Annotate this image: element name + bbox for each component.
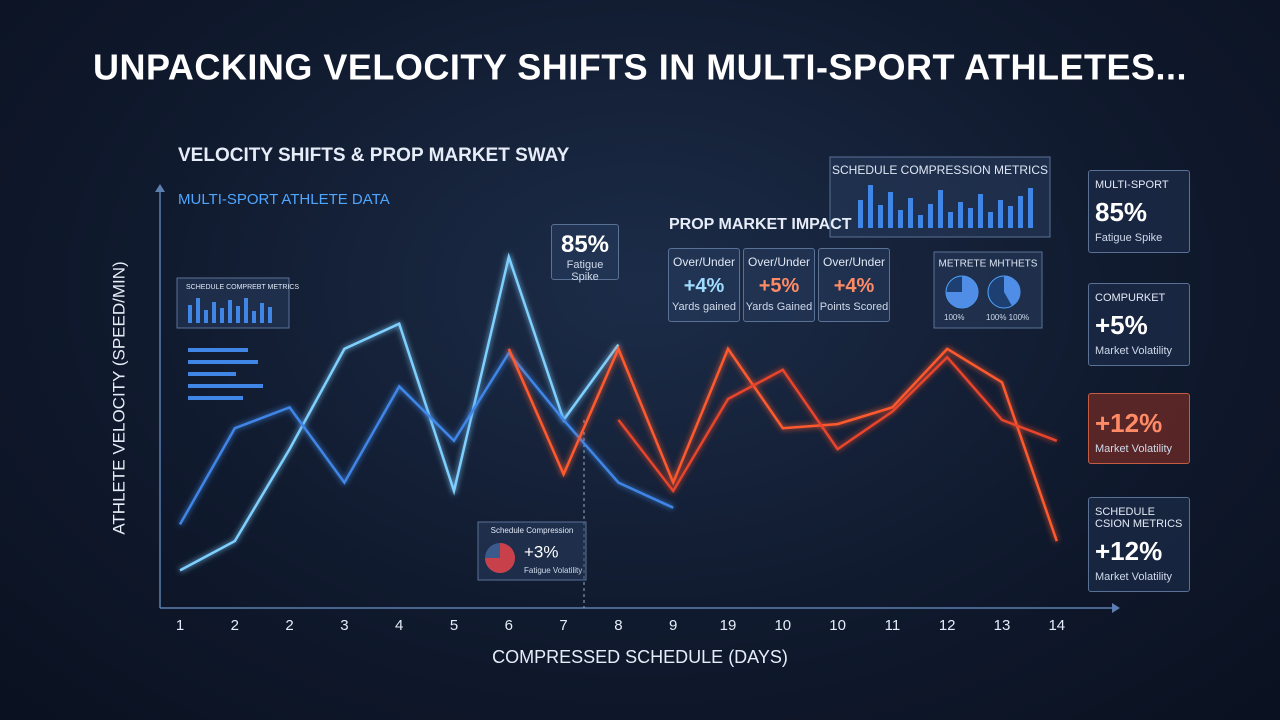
prop-card-label: Yards Gained <box>745 301 813 313</box>
side-card-value: +5% <box>1095 310 1148 340</box>
x-tick-label: 10 <box>829 617 846 634</box>
x-tick-label: 19 <box>720 617 737 634</box>
y-axis-arrow <box>155 184 165 192</box>
chart-title: VELOCITY SHIFTS & PROP MARKET SWAY <box>178 145 570 166</box>
compression-label: Fatigue Volatility <box>524 566 582 575</box>
x-axis-label: COMPRESSED SCHEDULE (DAYS) <box>492 647 788 667</box>
x-tick-label: 13 <box>994 617 1011 634</box>
side-card: MULTI-SPORT 85% Fatigue Spike <box>1088 170 1190 253</box>
prop-card-value: +4% <box>683 275 725 297</box>
left-metrics-box <box>176 277 290 329</box>
side-card-value: +12% <box>1095 536 1163 566</box>
x-axis-arrow <box>1112 603 1120 613</box>
compression-metrics-title: SCHEDULE COMPRESSION METRICS <box>832 163 1048 177</box>
x-tick-label: 1 <box>176 617 184 634</box>
pie-deco-slice <box>1004 275 1021 306</box>
pie-label: 100% <box>944 313 964 322</box>
x-tick-label: 14 <box>1048 617 1065 634</box>
prop-card-label: Points Scored <box>819 301 889 313</box>
y-axis-label: ATHLETE VELOCITY (SPEED/MIN) <box>109 261 128 534</box>
fatigue-card: 85% Fatigue Spike <box>551 224 619 283</box>
x-tick-label: 3 <box>340 617 348 634</box>
series-line <box>178 350 674 526</box>
prop-card-head: Over/Under <box>672 255 736 269</box>
x-tick-label: 8 <box>614 617 622 634</box>
page-title: UNPACKING VELOCITY SHIFTS IN MULTI-SPORT… <box>93 47 1187 88</box>
side-card-label: Market Volatility <box>1095 443 1173 455</box>
pie-metrics-title: METRETE MHTHETS <box>939 259 1038 270</box>
side-card: COMPURKET +5% Market Volatility <box>1088 283 1190 366</box>
x-tick-label: 4 <box>395 617 403 634</box>
fatigue-label: Fatigue Spike <box>566 259 604 283</box>
prop-card-head: Over/Under <box>822 255 886 269</box>
left-metrics-title: SCHEDULE COMPREBT METRICS <box>186 284 299 291</box>
series-line <box>617 355 1058 494</box>
side-card-value: 85% <box>1095 197 1148 227</box>
prop-card: Over/Under +4% Yards gained <box>668 248 740 322</box>
x-tick-label: 2 <box>231 617 239 634</box>
left-metrics-bars <box>188 298 272 323</box>
prop-card-head: Over/Under <box>747 255 811 269</box>
prop-card-value: +5% <box>758 275 800 297</box>
x-tick-label: 6 <box>505 617 513 634</box>
left-hbar-deco <box>188 348 263 400</box>
pie-deco-slice <box>485 543 515 573</box>
prop-card: Over/Under +4% Points Scored <box>818 248 890 322</box>
side-card: SCHEDULE CSION METRICS +12% Market Volatil… <box>1088 497 1190 592</box>
prop-market-title: PROP MARKET IMPACT <box>669 216 852 233</box>
side-card-head: COMPURKET <box>1095 292 1166 304</box>
x-tick-label: 2 <box>285 617 293 634</box>
prop-card: Over/Under +5% Yards Gained <box>743 248 815 322</box>
plot-area <box>178 252 1058 572</box>
x-tick-label: 9 <box>669 617 677 634</box>
x-tick-label: 12 <box>939 617 956 634</box>
side-card-head: SCHEDULE CSION METRICS <box>1095 506 1183 530</box>
compression-metrics-bars <box>858 185 1033 228</box>
x-tick-label: 5 <box>450 617 458 634</box>
side-card-label: Market Volatility <box>1095 345 1173 357</box>
chart-subtitle: MULTI-SPORT ATHLETE DATA <box>178 191 390 208</box>
fatigue-value: 85% <box>560 231 610 258</box>
side-card-label: Market Volatility <box>1095 571 1173 583</box>
side-card-label: Fatigue Spike <box>1095 232 1163 244</box>
x-tick-label: 7 <box>559 617 567 634</box>
x-tick-label: 11 <box>885 617 901 634</box>
series-line <box>179 252 620 572</box>
prop-card-value: +4% <box>833 275 875 297</box>
side-card-head: MULTI-SPORT <box>1095 179 1169 191</box>
x-tick-label: 10 <box>774 617 791 634</box>
side-card-value: +12% <box>1095 408 1163 438</box>
side-card: +12% Market Volatility <box>1088 393 1190 464</box>
pie-deco-slice <box>946 276 978 308</box>
compression-title: Schedule Compression <box>491 526 574 535</box>
series-line <box>507 345 1058 542</box>
compression-value: +3% <box>524 542 559 561</box>
prop-card-label: Yards gained <box>671 301 736 313</box>
pie-label: 100% 100% <box>986 313 1029 322</box>
